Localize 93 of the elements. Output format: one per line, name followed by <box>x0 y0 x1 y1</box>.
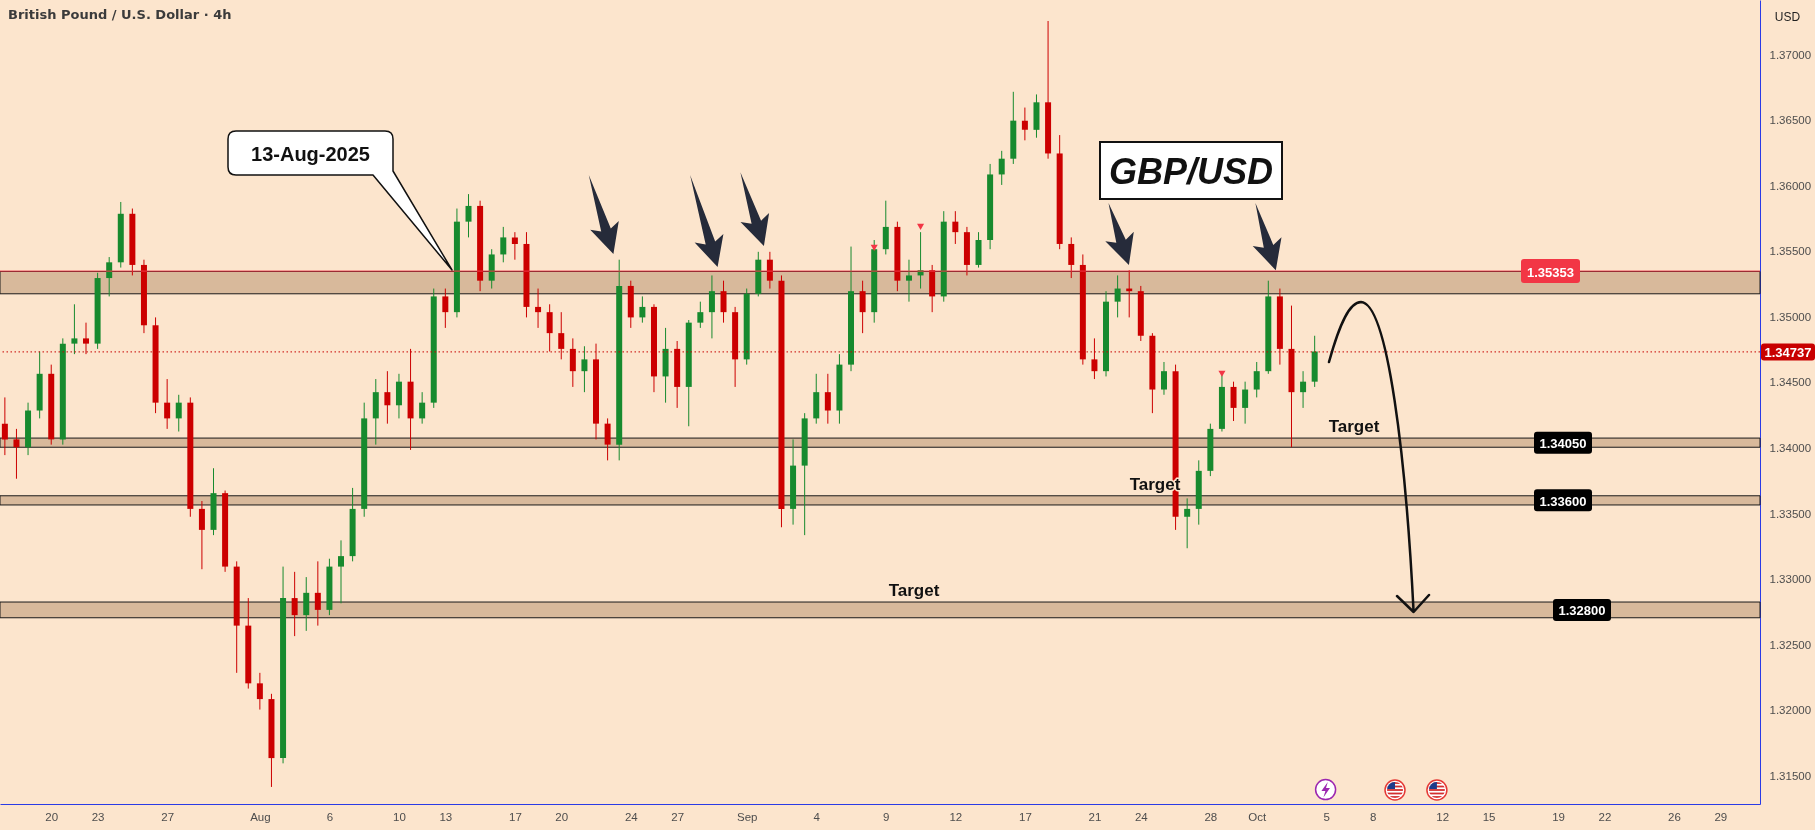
candlestick <box>465 193 472 238</box>
candlestick <box>639 295 646 324</box>
candlestick <box>1300 370 1307 409</box>
candlestick <box>164 378 171 430</box>
candlestick <box>303 576 310 632</box>
candlestick <box>198 500 205 570</box>
y-tick-label: 1.34500 <box>1769 376 1812 389</box>
candlestick <box>395 373 402 419</box>
annotation: 13-Aug-2025 <box>251 143 370 165</box>
x-tick-label: Aug <box>250 810 271 823</box>
candlestick <box>1253 361 1260 398</box>
x-tick-label: 17 <box>508 810 522 823</box>
candlestick <box>1160 361 1167 396</box>
candlestick <box>859 280 866 334</box>
y-tick-label: 1.35000 <box>1769 310 1812 323</box>
candlestick <box>442 288 449 329</box>
candlestick <box>766 251 773 290</box>
y-tick-label: 1.35500 <box>1769 245 1812 258</box>
candlestick <box>708 274 715 339</box>
candlestick <box>720 280 727 324</box>
y-tick-label: 1.32500 <box>1769 638 1812 651</box>
x-tick-label: 24 <box>624 810 639 823</box>
x-tick-label: 19 <box>1552 810 1565 823</box>
x-tick-label: 27 <box>161 810 175 823</box>
x-tick-label: 15 <box>1482 810 1496 823</box>
x-tick-label: 29 <box>1714 810 1728 823</box>
x-tick-label: 21 <box>1088 810 1102 823</box>
candlestick <box>581 345 588 393</box>
x-tick-label: 9 <box>883 810 890 823</box>
candlestick <box>1021 107 1028 141</box>
x-tick-label: 6 <box>326 810 334 823</box>
y-tick-label: 1.36500 <box>1769 114 1812 127</box>
band-label: 1.34050 <box>1539 435 1587 451</box>
x-tick-label: Sep <box>736 810 758 823</box>
candlestick <box>175 394 182 433</box>
y-axis-title: USD <box>1774 9 1801 24</box>
candlestick <box>1114 274 1121 318</box>
candlestick <box>882 200 889 255</box>
x-tick-label: 8 <box>1369 810 1377 823</box>
x-tick-label: 20 <box>555 810 569 823</box>
candlestick <box>998 150 1005 186</box>
x-tick-label: 28 <box>1204 810 1218 823</box>
x-tick-label: 17 <box>1018 810 1032 823</box>
candlestick <box>256 672 263 711</box>
x-tick-label: 12 <box>1436 810 1450 823</box>
candlestick <box>314 560 321 627</box>
candlestick <box>384 370 391 425</box>
y-tick-label: 1.33000 <box>1769 573 1812 586</box>
candlestick <box>13 428 20 480</box>
candlestick <box>71 303 78 355</box>
x-tick-label: 10 <box>393 810 406 823</box>
point <box>917 223 925 230</box>
annotation: Target <box>1328 417 1380 437</box>
candlestick <box>500 226 507 263</box>
candlestick <box>604 417 611 461</box>
x-tick-label: 26 <box>1668 810 1681 823</box>
y-tick-label: 1.36000 <box>1769 179 1812 192</box>
x-tick-label: 12 <box>949 810 963 823</box>
candlestick <box>1230 381 1237 422</box>
x-tick-label: 13 <box>439 810 453 823</box>
x-tick-label: Oct <box>1248 810 1267 823</box>
candlestick <box>291 571 298 637</box>
x-tick-label: 4 <box>813 810 821 823</box>
annotation: GBP/USD <box>1108 150 1274 191</box>
x-tick-label: 27 <box>671 810 685 823</box>
y-tick-label: 1.33500 <box>1769 507 1812 520</box>
y-tick-label: 1.37000 <box>1769 48 1812 61</box>
candlestick <box>419 391 426 425</box>
candlestick <box>1 396 8 456</box>
point <box>870 244 878 251</box>
text: British Pound / U.S. Dollar · 4h <box>8 7 232 22</box>
x-tick-label: 24 <box>1134 810 1149 823</box>
candlestick <box>1068 236 1075 279</box>
candlestick <box>905 259 912 303</box>
band-label: 1.32800 <box>1558 602 1606 618</box>
candlestick <box>824 373 831 425</box>
x-tick-label: 23 <box>91 810 105 823</box>
x-tick-label: 5 <box>1323 810 1330 823</box>
ref-line-label: 1.35353 <box>1527 264 1574 280</box>
y-tick-label: 1.32000 <box>1769 704 1812 717</box>
candlestick <box>535 288 542 329</box>
candlestick <box>952 210 959 245</box>
y-tick-label: 1.31500 <box>1769 769 1812 782</box>
candlestick <box>511 231 518 261</box>
candlestick <box>1184 497 1191 549</box>
candlestick <box>1242 381 1249 425</box>
candlestick <box>697 301 704 329</box>
x-tick-label: 22 <box>1598 810 1612 823</box>
x-tick-label: 20 <box>45 810 59 823</box>
annotation: Target <box>888 581 940 601</box>
band-label: 1.33600 <box>1539 493 1587 509</box>
candlestick <box>338 539 345 604</box>
y-tick-label: 1.34000 <box>1769 442 1812 455</box>
